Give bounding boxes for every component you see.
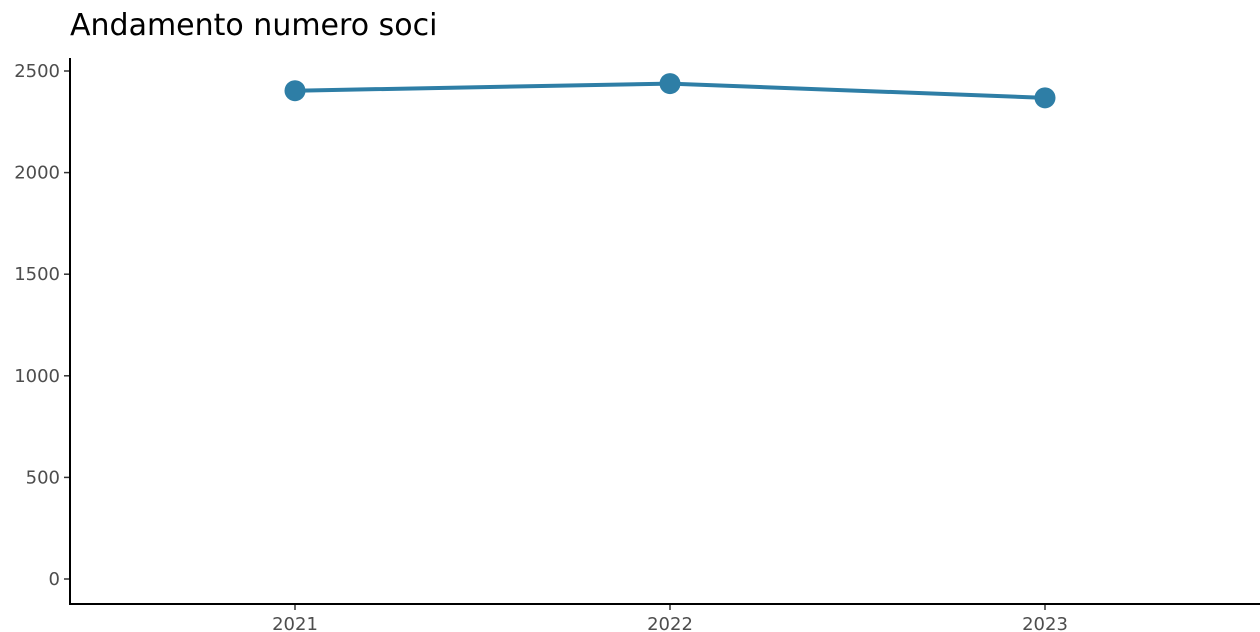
chart-title: Andamento numero soci	[70, 8, 438, 43]
data-point-2022	[659, 73, 681, 95]
y-tick-label: 500	[26, 467, 60, 488]
y-tick-label: 1000	[14, 366, 60, 387]
y-tick-label: 2000	[14, 163, 60, 184]
data-point-2021	[284, 80, 306, 102]
y-tick-label: 2500	[14, 61, 60, 82]
data-point-2023	[1034, 87, 1056, 109]
y-axis-ticks: 0 500 1000 1500 2000 2500	[14, 61, 70, 590]
x-axis-ticks: 2021 2022 2023	[272, 604, 1068, 632]
x-tick-label: 2022	[647, 614, 693, 632]
y-tick-label: 0	[49, 569, 60, 590]
x-tick-label: 2023	[1022, 614, 1068, 632]
series-group	[284, 73, 1056, 109]
x-tick-label: 2021	[272, 614, 318, 632]
y-tick-label: 1500	[14, 264, 60, 285]
